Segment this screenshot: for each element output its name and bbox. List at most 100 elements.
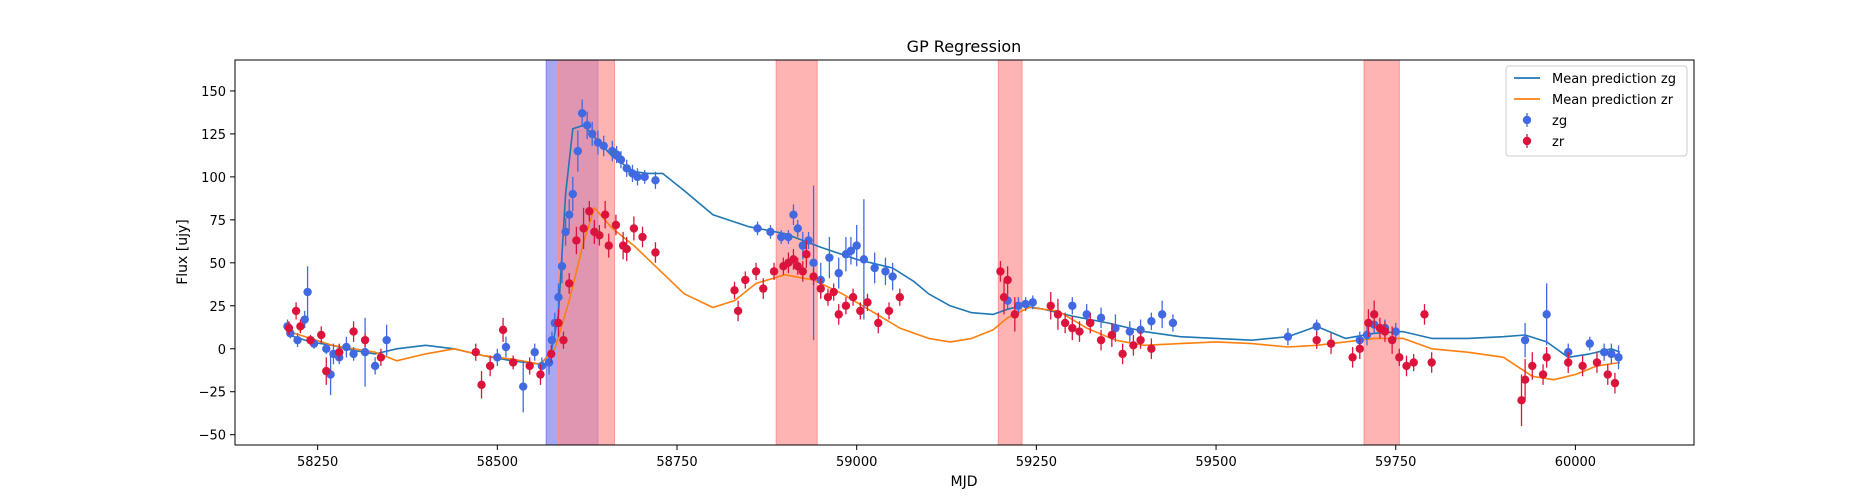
point-zr bbox=[604, 241, 613, 250]
point-zr bbox=[629, 224, 639, 233]
point-zg bbox=[1585, 339, 1594, 348]
plot-frame bbox=[234, 59, 1695, 446]
point-zr bbox=[1427, 358, 1436, 367]
point-zr bbox=[284, 323, 294, 333]
point-zr bbox=[751, 267, 761, 276]
point-zg bbox=[565, 210, 574, 219]
point-zg bbox=[1520, 335, 1530, 345]
point-zg bbox=[568, 189, 577, 199]
y-tick-label: 0 bbox=[218, 343, 226, 358]
point-zg bbox=[1157, 310, 1167, 319]
point-zr bbox=[730, 286, 739, 295]
point-zr bbox=[1420, 310, 1429, 319]
point-zg bbox=[1542, 310, 1551, 319]
legend-point-swatch bbox=[1522, 136, 1532, 146]
point-zr bbox=[585, 207, 594, 216]
point-zr bbox=[651, 248, 660, 257]
point-zr bbox=[1517, 396, 1526, 405]
point-zg bbox=[1125, 327, 1135, 336]
point-zr bbox=[1355, 344, 1364, 353]
y-tick-label: −50 bbox=[199, 429, 226, 444]
point-zr bbox=[733, 306, 743, 316]
x-axis-label: MJD bbox=[951, 474, 978, 490]
point-zr bbox=[809, 272, 818, 281]
x-tick-label: 58750 bbox=[656, 455, 697, 470]
point-zg bbox=[1614, 353, 1623, 362]
point-zr bbox=[1528, 361, 1537, 371]
point-zr bbox=[793, 262, 802, 271]
point-zr bbox=[547, 349, 556, 359]
point-zr bbox=[1369, 310, 1379, 319]
point-zr bbox=[1107, 330, 1117, 340]
point-zg bbox=[1082, 310, 1091, 319]
point-zr bbox=[1402, 361, 1411, 371]
point-zg bbox=[881, 267, 890, 276]
point-zg bbox=[519, 382, 528, 391]
point-zr bbox=[1348, 353, 1357, 362]
point-zg bbox=[501, 342, 511, 352]
point-zr bbox=[508, 358, 518, 367]
x-tick-label: 59250 bbox=[1016, 455, 1057, 470]
point-zr bbox=[565, 279, 574, 288]
point-zg bbox=[349, 349, 358, 359]
point-zg bbox=[1147, 317, 1156, 326]
point-zg bbox=[616, 155, 626, 164]
point-zg bbox=[1111, 323, 1120, 333]
point-zr bbox=[1578, 361, 1587, 371]
point-zr bbox=[306, 335, 315, 345]
point-zg bbox=[846, 246, 856, 255]
point-zr bbox=[296, 322, 305, 331]
point-zr bbox=[1520, 375, 1530, 384]
point-zg bbox=[622, 164, 631, 173]
point-zr bbox=[1364, 318, 1373, 328]
line-mean-prediction-zr bbox=[288, 207, 1621, 381]
point-zg bbox=[582, 121, 592, 130]
y-tick-label: 75 bbox=[209, 214, 226, 229]
legend-point-swatch bbox=[1522, 115, 1532, 125]
point-zg bbox=[1607, 349, 1616, 359]
point-zg bbox=[382, 335, 391, 345]
point-zg bbox=[573, 146, 583, 156]
legend-box bbox=[1505, 65, 1688, 157]
band-red-3 bbox=[997, 59, 1023, 446]
band-red-4 bbox=[1363, 59, 1400, 446]
point-zr bbox=[999, 292, 1009, 302]
point-zr bbox=[769, 267, 779, 276]
x-tick-label: 59000 bbox=[836, 455, 877, 470]
point-zr bbox=[554, 318, 563, 328]
observation-points bbox=[283, 99, 1623, 427]
point-zr bbox=[1086, 318, 1095, 328]
point-zr bbox=[1542, 353, 1551, 362]
point-zr bbox=[559, 335, 568, 345]
point-zg bbox=[793, 224, 802, 233]
point-zr bbox=[1538, 370, 1548, 379]
point-zr bbox=[1395, 353, 1404, 362]
legend-label: Mean prediction zg bbox=[1552, 72, 1676, 87]
y-tick-label: 150 bbox=[201, 85, 226, 100]
point-zg bbox=[293, 335, 302, 345]
point-zr bbox=[816, 284, 825, 293]
point-zg bbox=[1021, 299, 1030, 309]
point-zg bbox=[766, 227, 775, 237]
point-zg bbox=[322, 344, 331, 353]
point-zr bbox=[823, 292, 833, 302]
point-zg bbox=[1014, 301, 1023, 310]
point-zg bbox=[1136, 325, 1145, 335]
point-zr bbox=[1610, 378, 1620, 388]
point-zr bbox=[525, 361, 534, 371]
point-zg bbox=[370, 361, 380, 371]
point-zg bbox=[870, 263, 879, 273]
point-zr bbox=[595, 231, 604, 240]
point-zr bbox=[841, 301, 851, 310]
point-zr bbox=[1010, 310, 1020, 319]
point-zg bbox=[809, 258, 818, 268]
point-zg bbox=[798, 241, 807, 250]
point-zr bbox=[622, 244, 631, 254]
point-zg bbox=[651, 176, 660, 185]
point-zg bbox=[577, 109, 587, 118]
point-zr bbox=[789, 255, 798, 264]
point-zg bbox=[342, 342, 351, 352]
point-zr bbox=[1136, 335, 1145, 345]
point-zr bbox=[1060, 318, 1070, 328]
point-zr bbox=[1380, 327, 1390, 336]
